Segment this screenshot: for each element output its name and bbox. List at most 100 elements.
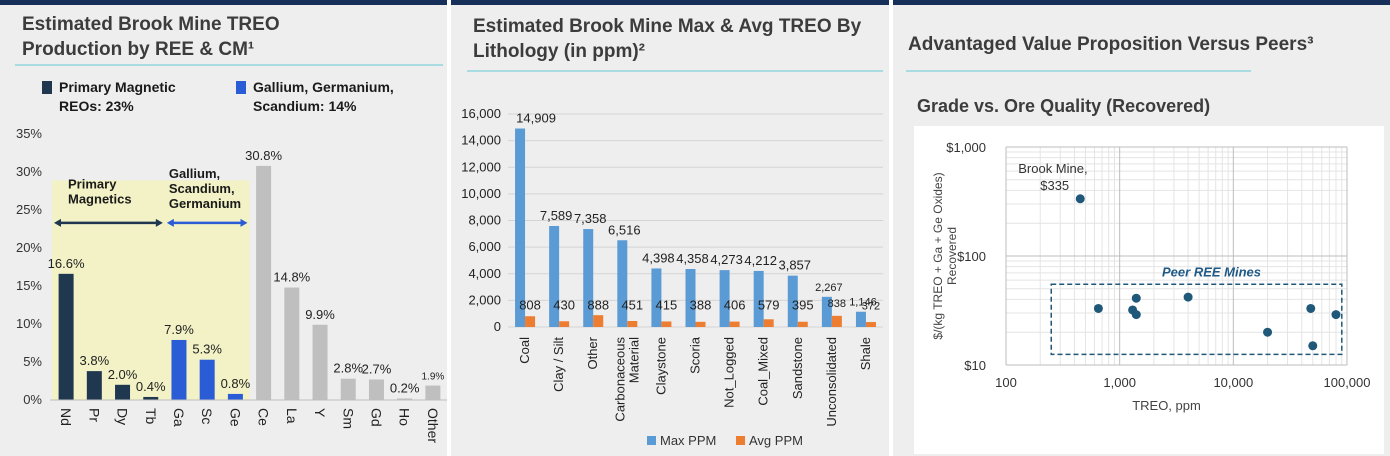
x-tick-label: La xyxy=(284,408,300,424)
x-tick-label: Shale xyxy=(858,337,873,370)
legend-swatch xyxy=(42,81,52,94)
max-value-label: 14,909 xyxy=(516,111,556,126)
y-axis-label: Recovered xyxy=(945,227,959,285)
bar-la xyxy=(284,287,300,400)
brook-mine-label: Brook Mine, xyxy=(1018,161,1087,176)
max-value-label: 7,358 xyxy=(574,211,607,226)
x-tick-label: Other xyxy=(585,336,600,369)
peer-mines-box xyxy=(1050,283,1343,356)
legend-gallium-germanium-scandium: Gallium, Germanium, Scandium: 14% xyxy=(236,78,394,116)
max-value-label: 6,516 xyxy=(608,222,641,237)
y-tick-label: 20% xyxy=(16,240,42,255)
group-bracket-arrow-left xyxy=(54,218,61,227)
max-ppm-bar xyxy=(719,270,730,327)
scatter-point xyxy=(1131,310,1141,320)
scatter-point xyxy=(1308,341,1318,351)
panel-title-line1: Estimated Brook Mine TREO xyxy=(22,14,280,35)
scatter-point xyxy=(1093,303,1103,313)
group-label: Germanium xyxy=(169,196,241,211)
scatter-point xyxy=(1263,327,1273,337)
x-tick-label: Gd xyxy=(368,408,384,427)
max-ppm-bar xyxy=(583,229,594,327)
max-ppm-bar xyxy=(753,270,764,327)
y-tick-label: 4,000 xyxy=(468,266,501,281)
bar-value-label: 9.9% xyxy=(305,307,335,322)
bar-value-label: 14.8% xyxy=(273,270,310,285)
avg-ppm-bar xyxy=(865,322,876,327)
panel-title-line1: Estimated Brook Mine Max & Avg TREO By xyxy=(473,16,862,37)
ree-production-bar-chart: 0% 5% 10% 15% 20% 25% 30% 35% 16.6% Nd 3.8% Pr 2.0% D… xyxy=(16,126,447,443)
max-value-label: 1,146 xyxy=(849,297,877,309)
y-tick-label: 15% xyxy=(16,278,42,293)
panel-title: Advantaged Value Proposition Versus Peer… xyxy=(908,34,1314,55)
x-tick-label: 1,000 xyxy=(1103,375,1136,390)
bar-value-label: 2.0% xyxy=(108,367,138,382)
avg-ppm-bar xyxy=(797,321,808,327)
max-ppm-bar xyxy=(787,275,798,327)
y-tick-label: 12,000 xyxy=(461,159,501,174)
treo-production-panel: Estimated Brook Mine TREO Production by … xyxy=(0,0,447,456)
group-label: Scandium, xyxy=(169,181,235,196)
y-tick-label: 0% xyxy=(23,392,42,407)
y-tick-label: 10% xyxy=(16,316,42,331)
panel-title: Estimated Brook Mine TREO Production by … xyxy=(22,12,280,62)
x-tick-label: Claystone xyxy=(653,337,668,395)
max-ppm-bar xyxy=(855,311,866,327)
x-tick-label: Material xyxy=(626,337,641,383)
x-tick-label: Sm xyxy=(340,408,356,429)
avg-ppm-bar xyxy=(661,321,672,327)
x-tick-label: Not_Logged xyxy=(722,337,737,408)
bar-pr xyxy=(86,371,102,400)
scatter-point xyxy=(1331,310,1341,320)
y-tick-label: $100 xyxy=(957,249,986,264)
legend-label-line1: Gallium, Germanium, xyxy=(253,79,394,95)
legend-swatch xyxy=(236,81,246,94)
group-label: Gallium, xyxy=(169,166,220,181)
avg-value-label: 579 xyxy=(758,298,780,313)
bar-value-label: 7.9% xyxy=(164,322,194,337)
x-tick-label: Pr xyxy=(86,408,102,422)
y-axis-label: $/(kg TREO + Ga + Ge Oxides) xyxy=(931,172,945,339)
avg-value-label: 451 xyxy=(621,298,643,313)
avg-ppm-bar xyxy=(763,319,774,327)
title-underline xyxy=(906,70,1251,72)
x-tick-label: Sandstone xyxy=(790,337,805,399)
x-tick-label: Scoria xyxy=(688,336,703,374)
x-tick-label: Sc xyxy=(199,408,215,424)
avg-ppm-bar xyxy=(627,320,638,327)
scatter-point xyxy=(1131,293,1141,303)
legend-label: Max PPM xyxy=(660,433,716,448)
bar-sc xyxy=(199,359,215,400)
bar-tb xyxy=(143,396,159,400)
brook-mine-value-label: $335 xyxy=(1040,178,1069,193)
x-tick-label: Carbonaceous xyxy=(612,337,627,422)
peer-value-panel: Advantaged Value Proposition Versus Peer… xyxy=(893,0,1390,456)
legend-label-line2: REOs: 23% xyxy=(59,98,134,114)
bar-other xyxy=(425,385,441,400)
bar-value-label: 30.8% xyxy=(245,148,282,163)
peer-mines-label: Peer REE Mines xyxy=(1162,264,1261,279)
lithology-panel: Estimated Brook Mine Max & Avg TREO By L… xyxy=(451,0,889,456)
legend-label: Avg PPM xyxy=(749,433,803,448)
avg-ppm-bar xyxy=(559,321,570,327)
bar-ce xyxy=(256,165,272,400)
avg-ppm-bar xyxy=(593,315,604,327)
avg-ppm-bar xyxy=(729,321,740,327)
max-value-label: 4,273 xyxy=(710,252,743,267)
x-tick-label: 100 xyxy=(995,375,1017,390)
avg-value-label: 406 xyxy=(724,298,746,313)
max-ppm-bar xyxy=(821,296,832,327)
max-ppm-bar xyxy=(685,268,696,327)
avg-ppm-bar xyxy=(525,316,536,327)
y-tick-label: 5% xyxy=(23,354,42,369)
x-tick-label: Unconsolidated xyxy=(824,337,839,427)
group-bracket-arrow-right xyxy=(240,218,248,227)
bar-nd xyxy=(58,273,74,400)
max-value-label: 2,267 xyxy=(815,282,843,294)
y-tick-label: 25% xyxy=(16,202,42,217)
panel-title: Estimated Brook Mine Max & Avg TREO By L… xyxy=(473,14,861,64)
bar-value-label: 2.7% xyxy=(362,361,392,376)
x-tick-label: Ga xyxy=(171,408,187,427)
avg-value-label: 415 xyxy=(656,298,678,313)
avg-value-label: 430 xyxy=(553,298,575,313)
